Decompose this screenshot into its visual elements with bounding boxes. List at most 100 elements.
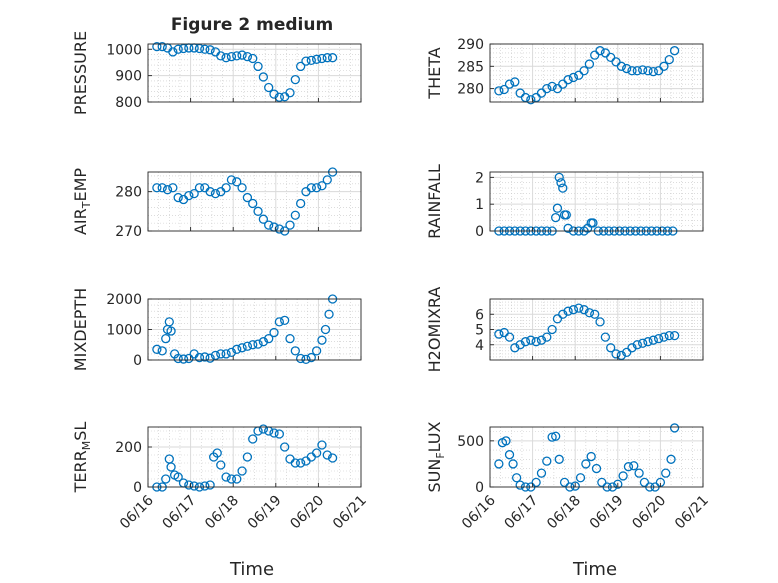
subplot-6: 456 H2OMIXRA bbox=[425, 287, 704, 373]
data-point bbox=[570, 481, 580, 491]
data-point bbox=[588, 218, 598, 228]
data-point bbox=[623, 462, 634, 472]
data-point bbox=[664, 54, 674, 65]
data-point bbox=[301, 354, 311, 365]
y-tick-label: 1 bbox=[475, 197, 484, 213]
data-point bbox=[510, 77, 520, 87]
data-point bbox=[504, 450, 515, 460]
data-point bbox=[531, 92, 541, 103]
y-tick-label: 900 bbox=[115, 69, 142, 85]
y-axis-label: RAINFALL bbox=[425, 164, 444, 239]
data-point bbox=[317, 53, 327, 64]
data-point bbox=[317, 181, 327, 191]
data-point bbox=[613, 479, 623, 489]
data-point bbox=[152, 183, 162, 193]
data-point bbox=[264, 333, 274, 344]
data-point bbox=[586, 451, 596, 462]
data-point bbox=[494, 86, 504, 96]
data-point bbox=[166, 462, 176, 472]
data-point bbox=[237, 50, 247, 60]
data-point bbox=[616, 61, 626, 71]
data-point bbox=[295, 198, 306, 209]
data-series bbox=[494, 46, 680, 105]
minor-grid bbox=[490, 427, 703, 488]
data-point bbox=[659, 61, 669, 71]
data-point bbox=[311, 346, 322, 356]
data-point bbox=[216, 349, 226, 359]
data-point bbox=[327, 453, 338, 463]
data-point bbox=[559, 477, 570, 488]
data-point bbox=[221, 472, 231, 482]
data-point bbox=[499, 84, 509, 95]
data-point bbox=[152, 344, 162, 354]
data-point bbox=[595, 317, 605, 327]
data-point bbox=[579, 305, 589, 315]
data-point bbox=[574, 70, 584, 80]
data-point bbox=[531, 337, 541, 347]
data-point bbox=[290, 458, 300, 468]
data-point bbox=[285, 220, 295, 230]
data-point bbox=[547, 81, 557, 92]
data-point bbox=[194, 352, 205, 363]
data-point bbox=[561, 210, 571, 220]
data-point bbox=[666, 454, 676, 464]
data-point bbox=[295, 61, 306, 72]
data-point bbox=[161, 333, 171, 344]
y-tick-label: 5 bbox=[475, 323, 484, 339]
data-point bbox=[205, 45, 215, 55]
data-point bbox=[264, 82, 274, 93]
data-point bbox=[205, 187, 215, 197]
data-point bbox=[258, 72, 269, 82]
data-point bbox=[184, 480, 194, 490]
figure-title: Figure 2 medium bbox=[171, 15, 333, 35]
data-point bbox=[285, 88, 295, 98]
data-point bbox=[568, 305, 579, 315]
data-point bbox=[600, 48, 611, 58]
data-point bbox=[285, 333, 295, 344]
data-point bbox=[639, 477, 650, 488]
data-point bbox=[520, 92, 531, 103]
data-point bbox=[274, 429, 285, 439]
data-point bbox=[184, 190, 194, 201]
data-point bbox=[551, 212, 561, 223]
data-point bbox=[568, 72, 579, 83]
data-point bbox=[264, 220, 274, 230]
y-axis-label: H2OMIXRA bbox=[425, 287, 444, 373]
data-point bbox=[659, 332, 669, 342]
data-point bbox=[306, 352, 316, 363]
data-point bbox=[629, 461, 639, 471]
data-point bbox=[551, 431, 561, 441]
data-series bbox=[152, 167, 338, 236]
axes-frame bbox=[489, 43, 704, 103]
data-point bbox=[552, 203, 563, 213]
data-point bbox=[161, 474, 171, 484]
data-point bbox=[638, 65, 648, 75]
data-point bbox=[552, 83, 563, 94]
data-point bbox=[221, 53, 231, 63]
data-point bbox=[669, 330, 680, 341]
data-point bbox=[504, 79, 515, 89]
data-point bbox=[616, 350, 626, 361]
subplot-3: 270 280 AIRTEMP bbox=[71, 167, 362, 240]
data-point bbox=[632, 66, 642, 76]
data-point bbox=[520, 337, 531, 347]
data-point bbox=[563, 75, 573, 85]
data-point bbox=[501, 436, 511, 446]
data-point bbox=[290, 346, 300, 356]
data-point bbox=[290, 74, 300, 85]
data-point bbox=[232, 177, 242, 187]
data-point bbox=[622, 63, 632, 74]
data-point bbox=[494, 459, 504, 469]
y-axis-label: THETA bbox=[425, 47, 444, 99]
data-point bbox=[536, 335, 547, 345]
data-point bbox=[178, 43, 189, 54]
data-point bbox=[280, 442, 290, 452]
data-point bbox=[290, 210, 300, 220]
data-point bbox=[552, 314, 563, 324]
data-point bbox=[542, 332, 552, 342]
data-point bbox=[661, 468, 671, 478]
data-point bbox=[210, 350, 221, 361]
data-point bbox=[164, 317, 174, 327]
data-point bbox=[242, 341, 253, 351]
